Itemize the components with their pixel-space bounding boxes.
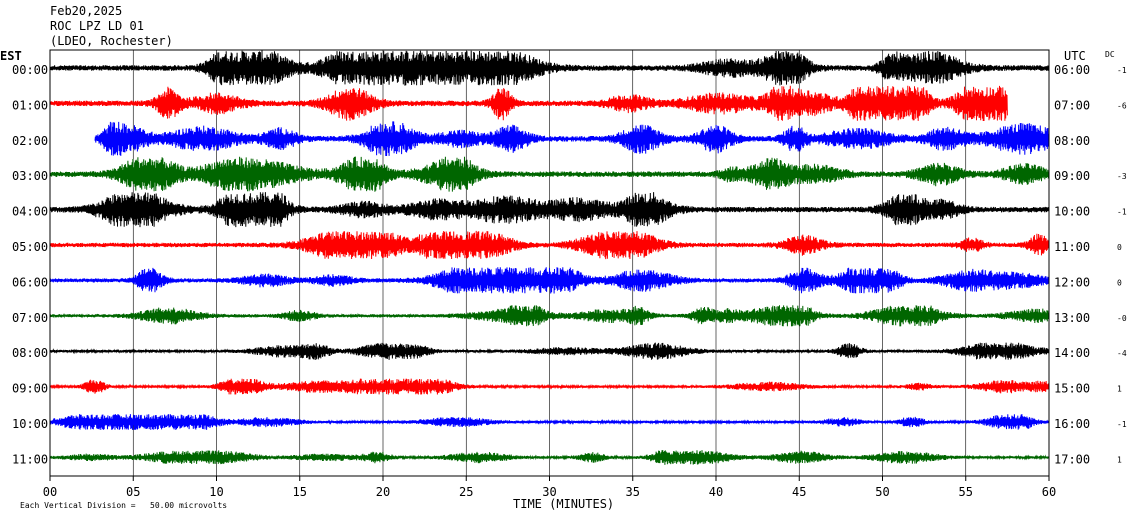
scale-footnote: Each Vertical Division = 50.00 microvolt… (20, 501, 227, 510)
dc-offset-label: -1 (1117, 66, 1127, 75)
x-tick-label: 20 (376, 485, 390, 499)
seismic-trace-0200 (94, 121, 1050, 157)
est-hour-label: 02:00 (12, 134, 48, 148)
dc-offset-label: 0 (1117, 278, 1122, 287)
seismic-trace-0700 (49, 305, 1050, 327)
utc-hour-label: 17:00 (1054, 452, 1090, 466)
seismic-trace-0100 (49, 85, 1008, 122)
seismic-trace-0500 (49, 230, 1050, 260)
dc-offset-label: -6 (1117, 101, 1127, 110)
seismic-trace-0300 (49, 156, 1050, 192)
chart-date: Feb20,2025 (50, 4, 123, 18)
seismic-trace-0600 (49, 267, 1050, 294)
x-tick-label: 40 (709, 485, 723, 499)
x-tick-label: 00 (43, 485, 57, 499)
utc-hour-label: 11:00 (1054, 240, 1090, 254)
utc-hour-label: 07:00 (1054, 98, 1090, 112)
x-tick-label: 45 (792, 485, 806, 499)
est-hour-label: 00:00 (12, 63, 48, 77)
seismic-trace-0900 (49, 378, 1050, 395)
dc-label: DC (1105, 50, 1115, 59)
x-tick-label: 10 (209, 485, 223, 499)
est-hour-label: 10:00 (12, 417, 48, 431)
x-tick-label: 35 (626, 485, 640, 499)
dc-offset-label: 0 (1117, 243, 1122, 252)
utc-hour-label: 14:00 (1054, 346, 1090, 360)
utc-hour-label: 13:00 (1054, 311, 1090, 325)
seismic-traces (49, 50, 1050, 465)
seismic-trace-1100 (49, 450, 1050, 465)
seismic-trace-0400 (49, 192, 1050, 228)
station-code: ROC LPZ LD 01 (50, 19, 144, 33)
utc-hour-label: 12:00 (1054, 275, 1090, 289)
utc-hour-label: 08:00 (1054, 134, 1090, 148)
seismic-trace-0800 (49, 342, 1050, 361)
dc-offset-label: -1 (1117, 420, 1127, 429)
x-tick-label: 50 (875, 485, 889, 499)
x-axis-title: TIME (MINUTES) (513, 497, 614, 511)
utc-hour-label: 16:00 (1054, 417, 1090, 431)
dc-offset-label: 1 (1117, 455, 1122, 464)
utc-hour-label: 09:00 (1054, 169, 1090, 183)
dc-offset-label: -3 (1117, 172, 1127, 181)
utc-hour-label: 06:00 (1054, 63, 1090, 77)
est-hour-label: 04:00 (12, 205, 48, 219)
network-name: (LDEO, Rochester) (50, 34, 173, 48)
est-hour-label: 09:00 (12, 382, 48, 396)
x-tick-label: 15 (293, 485, 307, 499)
est-hour-label: 01:00 (12, 98, 48, 112)
est-hour-label: 08:00 (12, 346, 48, 360)
est-axis-label: EST (0, 49, 22, 63)
dc-offset-label: -4 (1117, 349, 1127, 358)
est-hour-label: 07:00 (12, 311, 48, 325)
dc-offset-label: -0 (1117, 314, 1127, 323)
seismic-trace-0000 (49, 50, 1050, 86)
x-tick-label: 25 (459, 485, 473, 499)
utc-hour-label: 10:00 (1054, 205, 1090, 219)
grid-lines (132, 50, 967, 476)
x-tick-label: 60 (1042, 485, 1056, 499)
est-hour-label: 05:00 (12, 240, 48, 254)
x-tick-label: 05 (126, 485, 140, 499)
dc-offset-label: 1 (1117, 385, 1122, 394)
est-hour-label: 11:00 (12, 452, 48, 466)
x-tick-label: 30 (542, 485, 556, 499)
utc-hour-label: 15:00 (1054, 382, 1090, 396)
utc-axis-label: UTC (1064, 49, 1086, 63)
seismic-trace-1000 (49, 414, 1050, 430)
est-hour-label: 06:00 (12, 275, 48, 289)
dc-offset-label: -1 (1117, 208, 1127, 217)
x-tick-label: 55 (959, 485, 973, 499)
est-hour-label: 03:00 (12, 169, 48, 183)
